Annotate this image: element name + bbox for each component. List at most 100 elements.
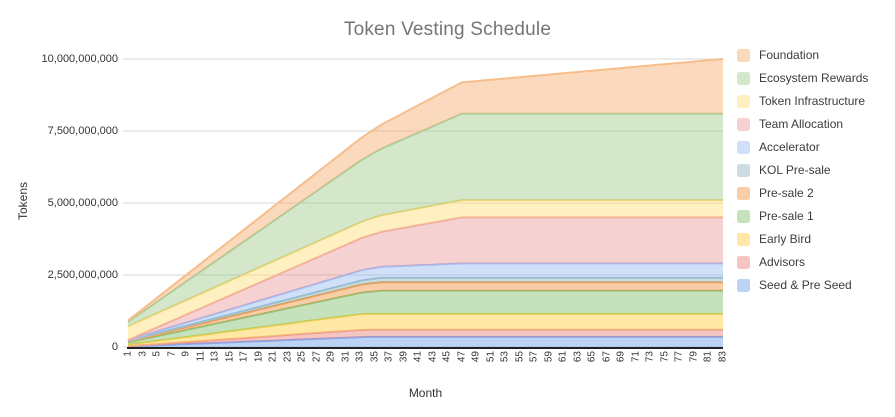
legend-item-kol-pre-sale[interactable]: KOL Pre-sale — [737, 164, 868, 177]
x-axis-tick-label: 23 — [282, 351, 294, 363]
series-border-early-bird — [127, 312, 723, 346]
x-axis-tick-label: 13 — [209, 351, 221, 363]
x-axis-tick-label: 5 — [151, 351, 163, 357]
series-border-pre-sale-2 — [127, 281, 723, 343]
legend-item-ecosystem-rewards[interactable]: Ecosystem Rewards — [737, 72, 868, 85]
chart-legend: Foundation Ecosystem Rewards Token Infrast… — [737, 49, 868, 302]
x-axis-tick-label: 51 — [485, 351, 497, 363]
legend-item-advisors[interactable]: Advisors — [737, 256, 868, 269]
legend-item-seed-pre-seed[interactable]: Seed & Pre Seed — [737, 279, 868, 292]
y-axis-tick-label: 7,500,000,000 — [47, 125, 118, 137]
x-axis-tick-label: 79 — [688, 351, 700, 363]
x-axis-tick-label: 7 — [166, 351, 178, 357]
legend-label: Early Bird — [759, 232, 812, 246]
area-series-pre-sale-2 — [128, 282, 723, 343]
x-axis-tick-label: 35 — [369, 351, 381, 363]
area-series-pre-sale-1 — [128, 290, 723, 345]
x-axis-tick-label: 29 — [325, 351, 337, 363]
x-axis-tick-label: 73 — [644, 351, 656, 363]
x-axis-tick-label: 37 — [383, 351, 395, 363]
x-axis-tick-label: 39 — [398, 351, 410, 363]
area-series-advisors — [128, 329, 723, 347]
x-axis-tick-label: 69 — [615, 351, 627, 363]
legend-label: Ecosystem Rewards — [759, 71, 869, 85]
series-border-accelerator — [127, 262, 723, 342]
area-series-token-infrastructure — [128, 200, 723, 341]
legend-swatch-icon — [737, 72, 750, 85]
area-series-foundation — [128, 59, 723, 322]
series-border-foundation — [127, 58, 724, 322]
legend-item-accelerator[interactable]: Accelerator — [737, 141, 868, 154]
legend-swatch-icon — [737, 118, 750, 131]
x-axis-tick-label: 59 — [543, 351, 555, 363]
x-axis-tick-label: 15 — [224, 351, 236, 363]
y-axis-title: Tokens — [16, 182, 30, 221]
x-axis-title: Month — [408, 386, 443, 400]
legend-label: Advisors — [759, 255, 806, 269]
x-axis-tick-label: 47 — [456, 351, 468, 363]
x-axis-tick-label: 67 — [601, 351, 613, 363]
x-axis-tick-label: 45 — [441, 351, 453, 363]
legend-swatch-icon — [737, 49, 750, 62]
legend-label: Token Infrastructure — [759, 94, 866, 108]
legend-label: Accelerator — [759, 140, 820, 154]
y-axis-tick-label: 2,500,000,000 — [47, 269, 118, 281]
x-axis-tick-label: 65 — [586, 351, 598, 363]
y-axis-tick-label: 5,000,000,000 — [47, 197, 118, 209]
x-axis-tick-label: 1 — [122, 351, 134, 357]
x-axis-tick-label: 43 — [427, 351, 439, 363]
x-axis-tick-label: 19 — [253, 351, 265, 363]
legend-swatch-icon — [737, 210, 750, 223]
legend-label: Seed & Pre Seed — [759, 278, 852, 292]
legend-label: Pre-sale 2 — [759, 186, 814, 200]
legend-swatch-icon — [737, 95, 750, 108]
y-axis-tick-label: 10,000,000,000 — [41, 53, 118, 65]
x-axis-tick-label: 33 — [354, 351, 366, 363]
x-axis-tick-label: 57 — [528, 351, 540, 363]
x-axis-tick-label: 83 — [717, 351, 729, 363]
x-axis-tick-label: 71 — [630, 351, 642, 363]
x-axis-tick-label: 63 — [572, 351, 584, 363]
x-axis-tick-label: 25 — [296, 351, 308, 363]
legend-label: Foundation — [759, 48, 820, 62]
legend-item-early-bird[interactable]: Early Bird — [737, 233, 868, 246]
series-border-seed-pre-seed — [127, 335, 723, 348]
x-axis-tick-label: 27 — [311, 351, 323, 363]
x-axis-tick-label: 77 — [673, 351, 685, 363]
area-series-early-bird — [128, 313, 723, 347]
x-axis-tick-label: 81 — [702, 351, 714, 363]
x-axis-tick-label: 9 — [180, 351, 192, 357]
x-axis-tick-label: 75 — [659, 351, 671, 363]
legend-item-token-infrastructure[interactable]: Token Infrastructure — [737, 95, 868, 108]
legend-label: Team Allocation — [759, 117, 844, 131]
legend-item-pre-sale-1[interactable]: Pre-sale 1 — [737, 210, 868, 223]
legend-label: Pre-sale 1 — [759, 209, 814, 223]
legend-label: KOL Pre-sale — [759, 163, 831, 177]
series-border-team-allocation — [127, 216, 723, 342]
legend-item-pre-sale-2[interactable]: Pre-sale 2 — [737, 187, 868, 200]
x-axis-tick-label: 17 — [238, 351, 250, 363]
x-axis-tick-label: 61 — [557, 351, 569, 363]
legend-swatch-icon — [737, 187, 750, 200]
x-axis-tick-label: 3 — [137, 351, 148, 357]
legend-swatch-icon — [737, 233, 750, 246]
x-axis-tick-label: 49 — [470, 351, 482, 363]
area-series-team-allocation — [128, 217, 723, 341]
x-axis-tick-label: 11 — [195, 351, 207, 362]
area-series-seed-pre-seed — [128, 336, 723, 347]
legend-swatch-icon — [737, 164, 750, 177]
legend-item-team-allocation[interactable]: Team Allocation — [737, 118, 868, 131]
chart-title: Token Vesting Schedule — [343, 19, 552, 40]
legend-swatch-icon — [737, 256, 750, 269]
x-axis-tick-label: 21 — [267, 351, 279, 363]
x-axis-tick-label: 31 — [340, 351, 352, 363]
x-axis-tick-label: 53 — [499, 351, 511, 363]
y-axis-tick-label: 0 — [111, 341, 118, 353]
series-border-kol-pre-sale — [127, 276, 723, 342]
series-border-token-infrastructure — [127, 199, 723, 328]
x-axis-tick-label: 41 — [412, 351, 424, 363]
legend-item-foundation[interactable]: Foundation — [737, 49, 868, 62]
area-series-accelerator — [128, 263, 723, 341]
